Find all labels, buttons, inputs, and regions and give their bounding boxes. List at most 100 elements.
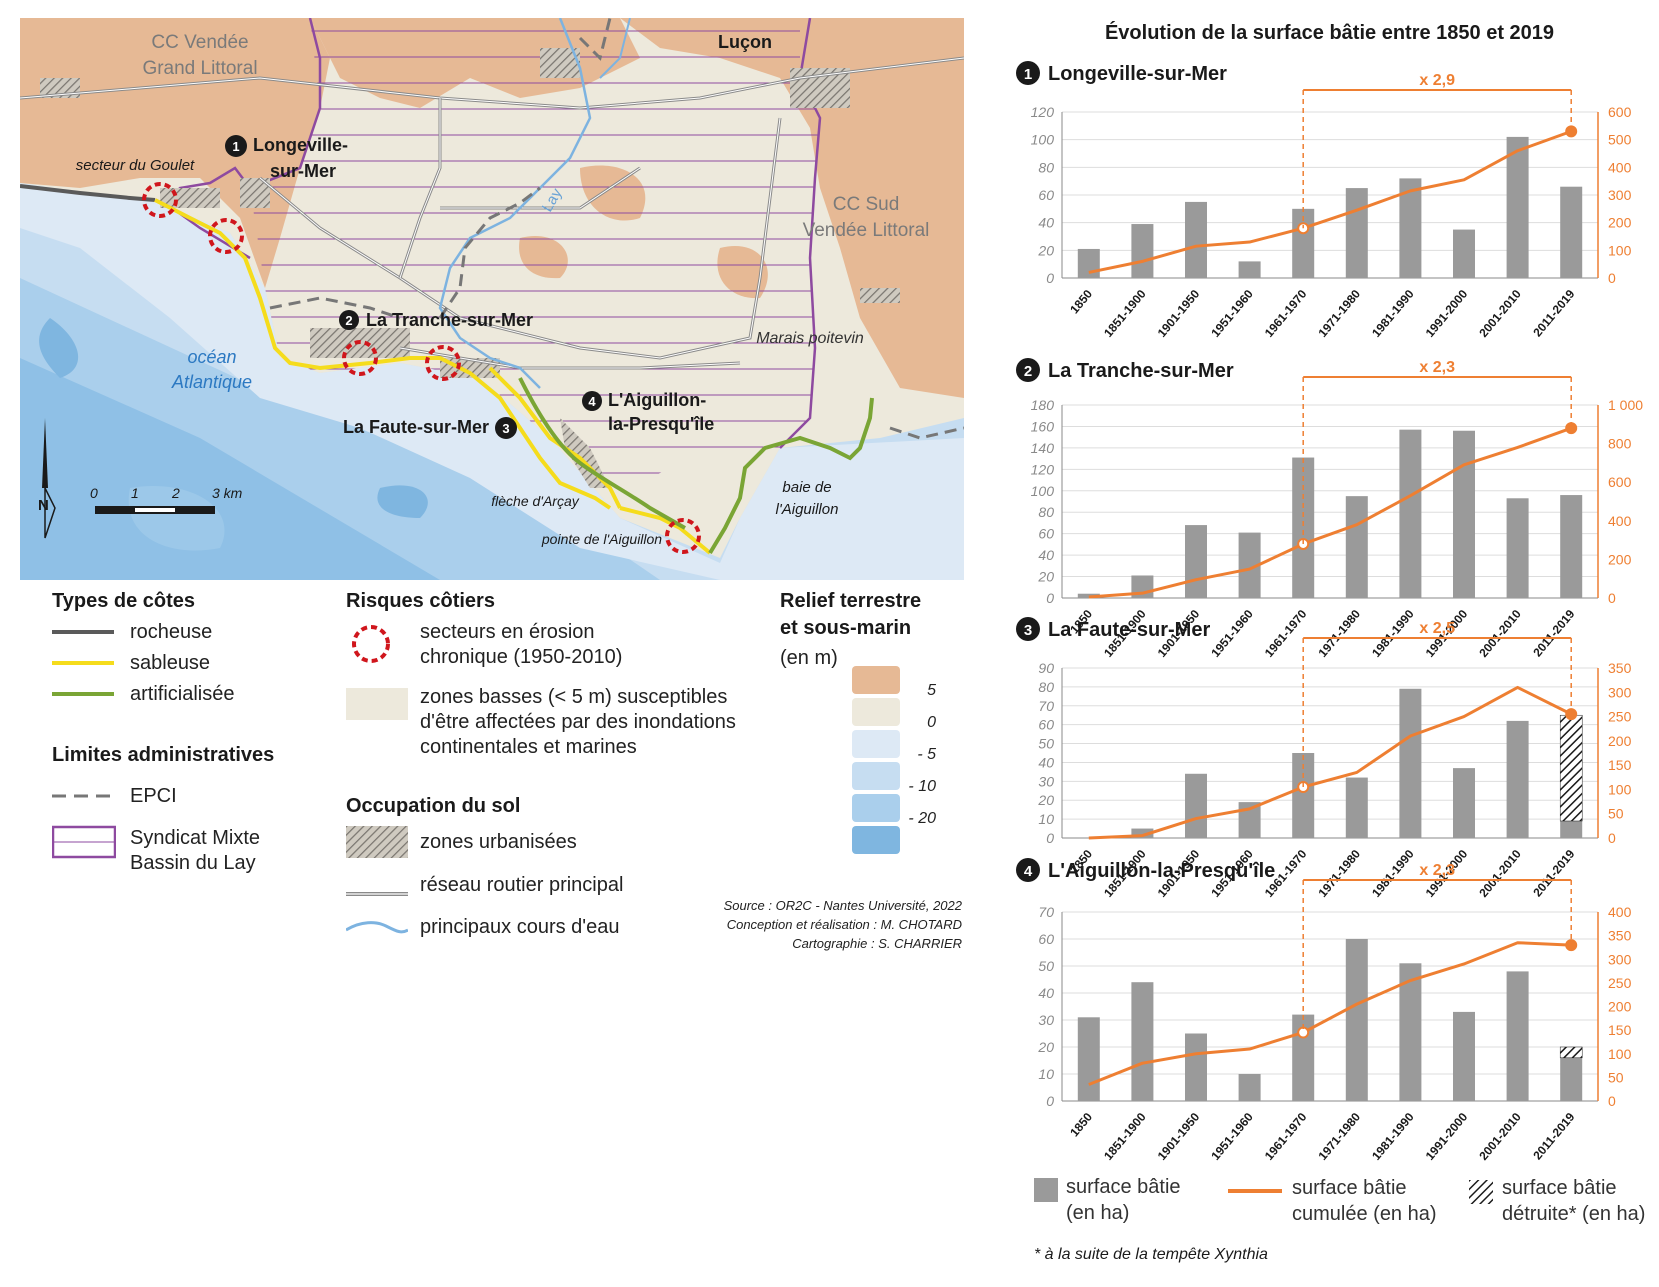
multiplier-label: x 2,3	[1419, 862, 1455, 879]
right-tick-label: 250	[1608, 709, 1632, 725]
multiplier-label: x 2,5	[1419, 620, 1455, 637]
right-tick-label: 0	[1608, 830, 1616, 846]
left-tick-label: 120	[1031, 104, 1055, 120]
right-tick-label: 600	[1608, 104, 1632, 120]
coast-sableuse: sableuse	[130, 652, 211, 674]
left-tick-label: 100	[1031, 483, 1055, 499]
erosion-circle	[142, 182, 178, 218]
right-tick-label: 0	[1608, 590, 1616, 606]
multiplier-label: x 2,9	[1419, 72, 1455, 89]
left-tick-label: 90	[1038, 660, 1054, 676]
relief-value: - 5	[917, 746, 936, 763]
cumulative-line	[1088, 685, 1572, 840]
erosion-circle	[208, 218, 244, 254]
right-tick-label: 400	[1608, 904, 1632, 920]
risk-zones-1: zones basses (< 5 m) susceptibles	[420, 686, 728, 708]
left-tick-label: 100	[1031, 132, 1055, 148]
x-tick-label: 1951-1960	[1208, 607, 1256, 660]
label-pointe: pointe de l'Aiguillon	[541, 531, 662, 547]
left-tick-label: 60	[1038, 931, 1054, 947]
right-tick-label: 200	[1608, 215, 1632, 231]
right-tick-label: 400	[1608, 159, 1632, 175]
right-tick-label: 200	[1608, 733, 1632, 749]
cumulative-line	[1088, 941, 1572, 1086]
x-tick-label: 1951-1960	[1208, 287, 1256, 340]
left-tick-label: 80	[1038, 159, 1054, 175]
scale-1: 1	[131, 485, 139, 501]
bar	[1399, 963, 1422, 1101]
bar	[1345, 939, 1368, 1101]
right-tick-label: 350	[1608, 660, 1632, 676]
map-legend: Types de côtes rocheuse sableuse artific…	[0, 0, 962, 1000]
chart-number: 4	[1024, 863, 1033, 880]
credit-conception: Conception et réalisation : M. CHOTARD	[726, 917, 962, 932]
bar	[1131, 224, 1154, 278]
bar	[1345, 496, 1368, 598]
label-lucon: Luçon	[718, 32, 772, 52]
right-tick-label: 100	[1608, 781, 1632, 797]
footnote: * à la suite de la tempête Xynthia	[1034, 1246, 1268, 1263]
label-cc-vendee-2: Grand Littoral	[142, 58, 257, 79]
right-tick-label: 300	[1608, 684, 1632, 700]
label-cc-sud-2: Vendée Littoral	[803, 220, 930, 241]
chart-number: 1	[1024, 66, 1032, 83]
landuse-roads: réseau routier principal	[420, 874, 624, 896]
left-tick-label: 20	[1037, 569, 1054, 585]
left-tick-label: 70	[1038, 698, 1054, 714]
svg-text:N: N	[38, 497, 49, 514]
svg-text:sur-Mer: sur-Mer	[270, 161, 336, 181]
label-ocean-2: Atlantique	[171, 372, 252, 392]
x-tick-label: 1981-1990	[1369, 1110, 1417, 1163]
relief-swatch	[852, 794, 900, 822]
relief-swatch	[852, 730, 900, 758]
right-tick-label: 100	[1608, 1046, 1632, 1062]
left-tick-label: 0	[1046, 590, 1054, 606]
limit-epci: EPCI	[130, 785, 177, 807]
left-tick-label: 60	[1038, 187, 1054, 203]
left-tick-label: 50	[1038, 958, 1054, 974]
x-tick-label: 1981-1990	[1369, 287, 1417, 340]
svg-text:La Tranche-sur-Mer: La Tranche-sur-Mer	[366, 310, 533, 330]
bar	[1506, 136, 1529, 278]
risk-erosion-2: chronique (1950-2010)	[420, 646, 623, 668]
left-tick-label: 140	[1031, 440, 1055, 456]
left-tick-label: 20	[1037, 242, 1054, 258]
bar	[1185, 201, 1207, 278]
legend-bar-2: (en ha)	[1066, 1202, 1130, 1224]
bar	[1453, 229, 1475, 278]
svg-text:4: 4	[588, 394, 596, 409]
charts-area: 1 Longeville-sur-Mer020406080100120010020…	[1016, 61, 1643, 1163]
bar	[1453, 1011, 1475, 1101]
right-tick-label: 800	[1608, 436, 1632, 452]
landuse-rivers: principaux cours d'eau	[420, 916, 620, 938]
svg-text:L'Aiguillon-: L'Aiguillon-	[608, 390, 706, 410]
bar	[1131, 828, 1154, 838]
erosion-circle	[342, 340, 378, 376]
relief-swatch	[852, 762, 900, 790]
risk-zones-2: d'être affectées par des inondations	[420, 711, 736, 733]
credits: Source : OR2C - Nantes Université, 2022 …	[640, 896, 962, 953]
left-tick-label: 0	[1046, 1093, 1054, 1109]
left-tick-label: 80	[1038, 504, 1054, 520]
svg-text:Longeville-: Longeville-	[253, 135, 348, 155]
chart-number-badge	[1016, 617, 1040, 641]
scale-3: 3 km	[212, 485, 243, 501]
bar	[1345, 777, 1368, 838]
chart-number-badge	[1016, 358, 1040, 382]
x-tick-label: 2001-2010	[1476, 287, 1524, 340]
coast-rocheuse: rocheuse	[130, 621, 213, 643]
destroyed-bar	[1559, 714, 1583, 822]
credit-cartographie: Cartographie : S. CHARRIER	[792, 936, 962, 951]
right-tick-label: 50	[1608, 806, 1624, 822]
bar	[1292, 457, 1315, 598]
right-tick-label: 200	[1608, 551, 1632, 567]
right-tick-label: 250	[1608, 975, 1632, 991]
legend-line-2: cumulée (en ha)	[1292, 1203, 1437, 1225]
bar	[1238, 1074, 1261, 1101]
bar	[1560, 186, 1583, 278]
right-tick-label: 350	[1608, 928, 1632, 944]
relief-value: 5	[927, 682, 936, 699]
left-tick-label: 120	[1031, 461, 1055, 477]
x-tick-label: 1961-1970	[1262, 287, 1310, 340]
right-tick-label: 1 000	[1608, 397, 1643, 413]
